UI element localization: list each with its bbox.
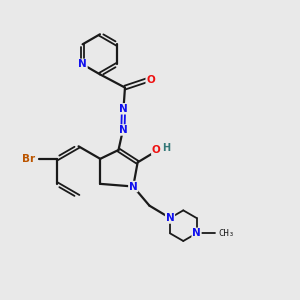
Text: CH₃: CH₃ bbox=[219, 229, 235, 238]
Text: O: O bbox=[152, 145, 161, 155]
Text: N: N bbox=[192, 228, 201, 238]
Text: N: N bbox=[119, 104, 128, 114]
Text: Br: Br bbox=[22, 154, 35, 164]
Text: N: N bbox=[129, 182, 138, 191]
Text: N: N bbox=[78, 59, 87, 69]
Text: O: O bbox=[146, 75, 155, 85]
Text: N: N bbox=[166, 213, 174, 223]
Text: H: H bbox=[162, 142, 171, 153]
Text: N: N bbox=[118, 125, 127, 135]
